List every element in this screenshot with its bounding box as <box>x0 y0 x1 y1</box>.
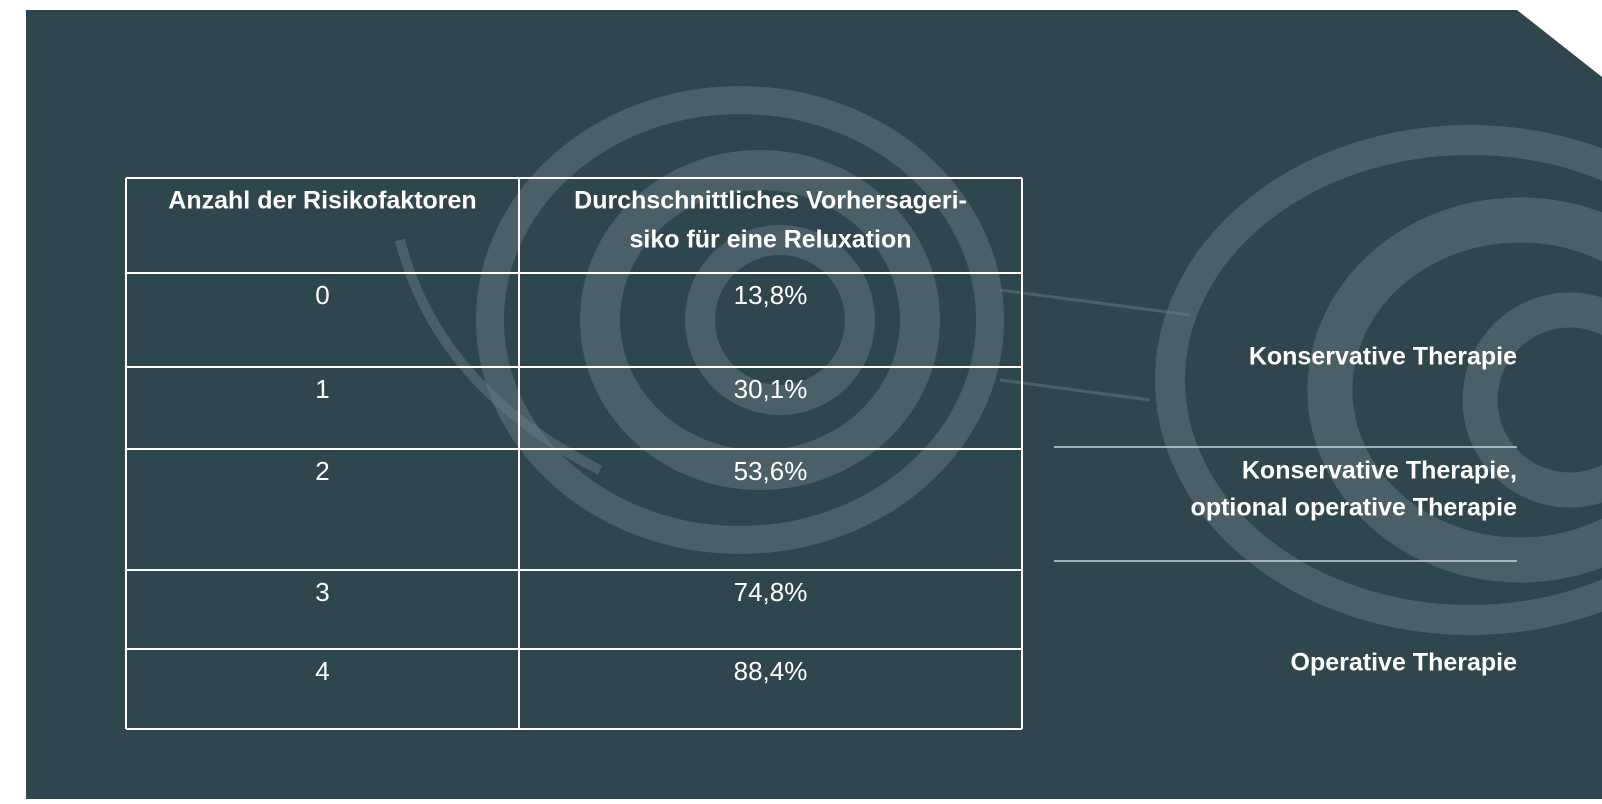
table-cell: 13,8% <box>734 280 808 310</box>
header-cell: Durchschnittliches Vorhersageri- <box>574 187 967 215</box>
table-cell: 1 <box>315 374 329 404</box>
table-cell: 4 <box>315 656 329 686</box>
recommendation: optional operative Therapie <box>1191 494 1518 522</box>
table-cell: 2 <box>315 456 329 486</box>
page: { "table": { "header": ["Anzahl der Risi… <box>0 0 1602 799</box>
table-cell: 53,6% <box>734 456 808 486</box>
table-cell: 3 <box>315 577 329 607</box>
table-cell: 30,1% <box>734 374 808 404</box>
recommendation: Operative Therapie <box>1291 649 1518 677</box>
table-cell: 0 <box>315 280 329 310</box>
header-cell: siko für eine Reluxation <box>629 226 911 254</box>
header-cell: Anzahl der Risikofaktoren <box>168 187 476 215</box>
table-cell: 74,8% <box>734 577 808 607</box>
recommendation: Konservative Therapie, <box>1242 457 1517 485</box>
slide: Anzahl der Risikofaktoren Durchschnittlic… <box>0 0 1602 799</box>
recommendation: Konservative Therapie <box>1249 343 1517 371</box>
table-cell: 88,4% <box>734 656 808 686</box>
